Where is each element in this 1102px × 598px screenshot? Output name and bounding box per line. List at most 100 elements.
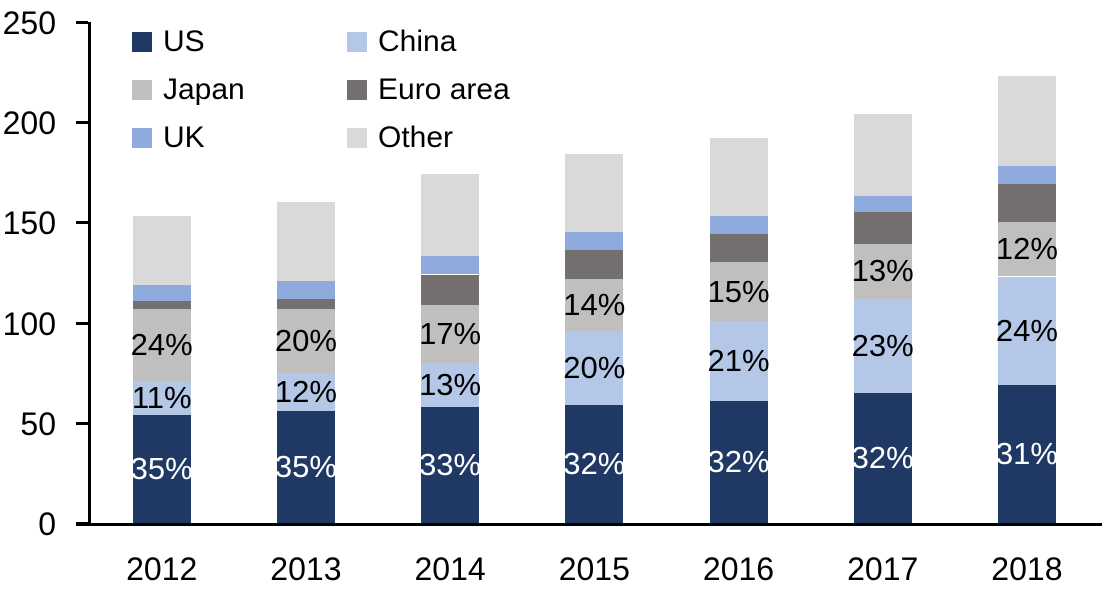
bar-segment-uk bbox=[276, 280, 335, 299]
x-tick-label: 2018 bbox=[991, 551, 1063, 587]
bar-segment-japan bbox=[997, 222, 1056, 277]
bar-segment-us bbox=[709, 400, 768, 523]
bar-segment-other bbox=[421, 174, 480, 257]
bar-segment-label-us: 35% bbox=[274, 448, 337, 484]
bar-segment-label-china: 23% bbox=[851, 327, 914, 363]
bar-segment-label-china: 21% bbox=[707, 342, 770, 378]
legend-label-japan: Japan bbox=[163, 73, 245, 106]
bar-segment-uk bbox=[853, 196, 912, 213]
y-tick-label: 0 bbox=[38, 506, 56, 542]
bar-segment-euro-area bbox=[709, 234, 768, 263]
legend-label-china: China bbox=[378, 25, 457, 58]
x-tick-label: 2015 bbox=[558, 551, 630, 587]
legend-label-other: Other bbox=[378, 121, 454, 154]
y-tick-label: 250 bbox=[2, 5, 56, 41]
bar-segment-other bbox=[997, 76, 1056, 167]
legend-item-china: China bbox=[347, 27, 456, 57]
legend-item-euro-area: Euro area bbox=[347, 75, 510, 105]
bar-segment-label-japan: 20% bbox=[274, 322, 337, 358]
bar-segment-uk bbox=[997, 166, 1056, 185]
bar-segment-label-china: 11% bbox=[131, 379, 192, 415]
legend-swatch-uk bbox=[132, 128, 152, 148]
bar-segment-uk bbox=[565, 232, 624, 251]
y-tick-label: 50 bbox=[20, 405, 56, 442]
legend-label-uk: UK bbox=[163, 121, 205, 154]
bar-segment-label-us: 33% bbox=[419, 446, 482, 482]
bar-segment-japan bbox=[132, 308, 191, 381]
bar-segment-label-japan: 14% bbox=[563, 286, 626, 322]
bar-segment-euro-area bbox=[997, 184, 1056, 223]
bar-segment-china bbox=[997, 276, 1056, 385]
legend-swatch-other bbox=[347, 128, 367, 148]
bar-segment-label-us: 35% bbox=[130, 450, 193, 486]
bar-segment-euro-area bbox=[132, 300, 191, 309]
bar-segment-other bbox=[709, 138, 768, 217]
bar-segment-china bbox=[132, 380, 191, 415]
x-tick-label: 2014 bbox=[414, 551, 486, 587]
bar-segment-japan bbox=[565, 278, 624, 331]
y-tick bbox=[76, 221, 88, 225]
bar-segment-euro-area bbox=[276, 298, 335, 309]
bar-segment-label-us: 32% bbox=[707, 443, 770, 479]
legend-item-japan: Japan bbox=[132, 75, 245, 105]
bar-segment-china bbox=[276, 372, 335, 411]
x-tick-label: 2017 bbox=[847, 551, 919, 587]
legend-item-other: Other bbox=[347, 123, 453, 153]
bar-segment-label-us: 31% bbox=[995, 435, 1058, 471]
legend-swatch-japan bbox=[132, 80, 152, 100]
bar-segment-us bbox=[565, 404, 624, 523]
y-tick bbox=[76, 522, 88, 525]
bar-segment-china bbox=[709, 320, 768, 401]
bar-segment-label-japan: 24% bbox=[130, 326, 193, 362]
bar-segment-uk bbox=[421, 256, 480, 275]
bar-segment-us bbox=[853, 392, 912, 523]
bar-segment-euro-area bbox=[565, 250, 624, 279]
bar-segment-other bbox=[853, 114, 912, 197]
bar-segment-china bbox=[421, 362, 480, 407]
bar-segment-label-japan: 13% bbox=[851, 253, 914, 289]
bar-segment-other bbox=[565, 154, 624, 233]
bar-segment-us bbox=[132, 414, 191, 523]
bar-segment-uk bbox=[132, 284, 191, 301]
bar-segment-label-us: 32% bbox=[851, 439, 914, 475]
bar-segment-china bbox=[853, 298, 912, 393]
y-tick bbox=[76, 421, 88, 425]
bar-segment-other bbox=[132, 216, 191, 285]
bar-segment-label-china: 13% bbox=[419, 366, 482, 402]
legend-swatch-euro-area bbox=[347, 80, 367, 100]
y-tick-label: 100 bbox=[2, 305, 56, 342]
bar-segment-uk bbox=[709, 216, 768, 235]
bar-segment-euro-area bbox=[853, 212, 912, 245]
y-tick-label: 150 bbox=[2, 205, 56, 242]
bar-segment-japan bbox=[421, 304, 480, 363]
y-tick bbox=[76, 121, 88, 125]
bar-segment-us bbox=[997, 384, 1056, 523]
bar-segment-japan bbox=[709, 262, 768, 321]
bar-segment-other bbox=[276, 202, 335, 281]
legend-label-us: US bbox=[163, 25, 205, 58]
x-axis-line bbox=[76, 523, 1102, 526]
bar-segment-china bbox=[565, 330, 624, 405]
y-tick bbox=[76, 21, 88, 24]
bar-segment-label-us: 32% bbox=[563, 445, 626, 481]
legend-label-euro-area: Euro area bbox=[378, 73, 510, 106]
y-tick-label: 200 bbox=[2, 105, 56, 142]
bar-segment-label-japan: 15% bbox=[707, 273, 770, 309]
bar-segment-label-china: 12% bbox=[274, 373, 337, 409]
legend-swatch-us bbox=[132, 32, 152, 52]
legend-item-us: US bbox=[132, 27, 205, 57]
bar-segment-japan bbox=[276, 308, 335, 373]
bar-segment-us bbox=[421, 406, 480, 523]
y-axis-line bbox=[88, 22, 91, 526]
y-tick bbox=[76, 321, 88, 325]
bar-segment-label-china: 20% bbox=[563, 349, 626, 385]
x-tick-label: 2012 bbox=[126, 551, 198, 587]
bar-segment-label-japan: 12% bbox=[995, 231, 1058, 267]
bar-segment-japan bbox=[853, 244, 912, 299]
bar-segment-euro-area bbox=[421, 274, 480, 305]
legend-swatch-china bbox=[347, 32, 367, 52]
legend-item-uk: UK bbox=[132, 123, 205, 153]
bar-segment-us bbox=[276, 410, 335, 523]
bar-segment-label-china: 24% bbox=[995, 312, 1058, 348]
